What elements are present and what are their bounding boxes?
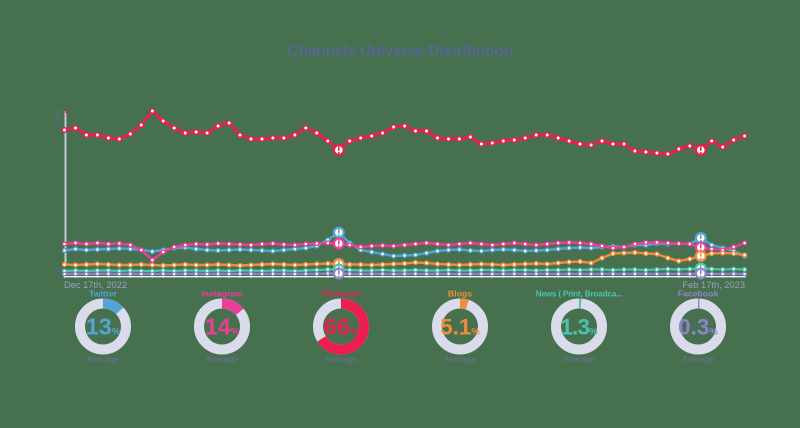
svg-text:0: 0 xyxy=(54,267,64,272)
svg-text:Average: Average xyxy=(206,354,238,364)
svg-text:5.1%: 5.1% xyxy=(440,315,480,340)
svg-text:Average: Average xyxy=(682,354,714,364)
svg-text:13%: 13% xyxy=(86,314,121,340)
svg-text:Facebook: Facebook xyxy=(678,289,719,299)
svg-text:Instagram: Instagram xyxy=(201,289,243,299)
svg-text:Average: Average xyxy=(444,354,476,364)
svg-text:14%: 14% xyxy=(205,314,240,340)
svg-text:Dec 17th, 2022: Dec 17th, 2022 xyxy=(64,280,127,290)
svg-text:Blogs: Blogs xyxy=(448,289,472,299)
svg-text:70%: 70% xyxy=(54,109,64,127)
svg-text:Pinterest: Pinterest xyxy=(322,289,359,299)
svg-text:News ( Print, Broadca...: News ( Print, Broadca... xyxy=(536,290,623,299)
svg-text:Average: Average xyxy=(325,354,357,364)
svg-text:Feb 17th, 2023: Feb 17th, 2023 xyxy=(682,280,745,290)
svg-text:1.3%: 1.3% xyxy=(560,315,598,340)
svg-text:Average: Average xyxy=(563,354,595,364)
svg-text:66%: 66% xyxy=(324,314,359,340)
svg-text:Channels Universe Distribution: Channels Universe Distribution xyxy=(287,43,513,60)
svg-text:0.3%: 0.3% xyxy=(678,315,718,340)
svg-text:Average: Average xyxy=(87,354,119,364)
svg-text:Twitter: Twitter xyxy=(89,289,117,299)
